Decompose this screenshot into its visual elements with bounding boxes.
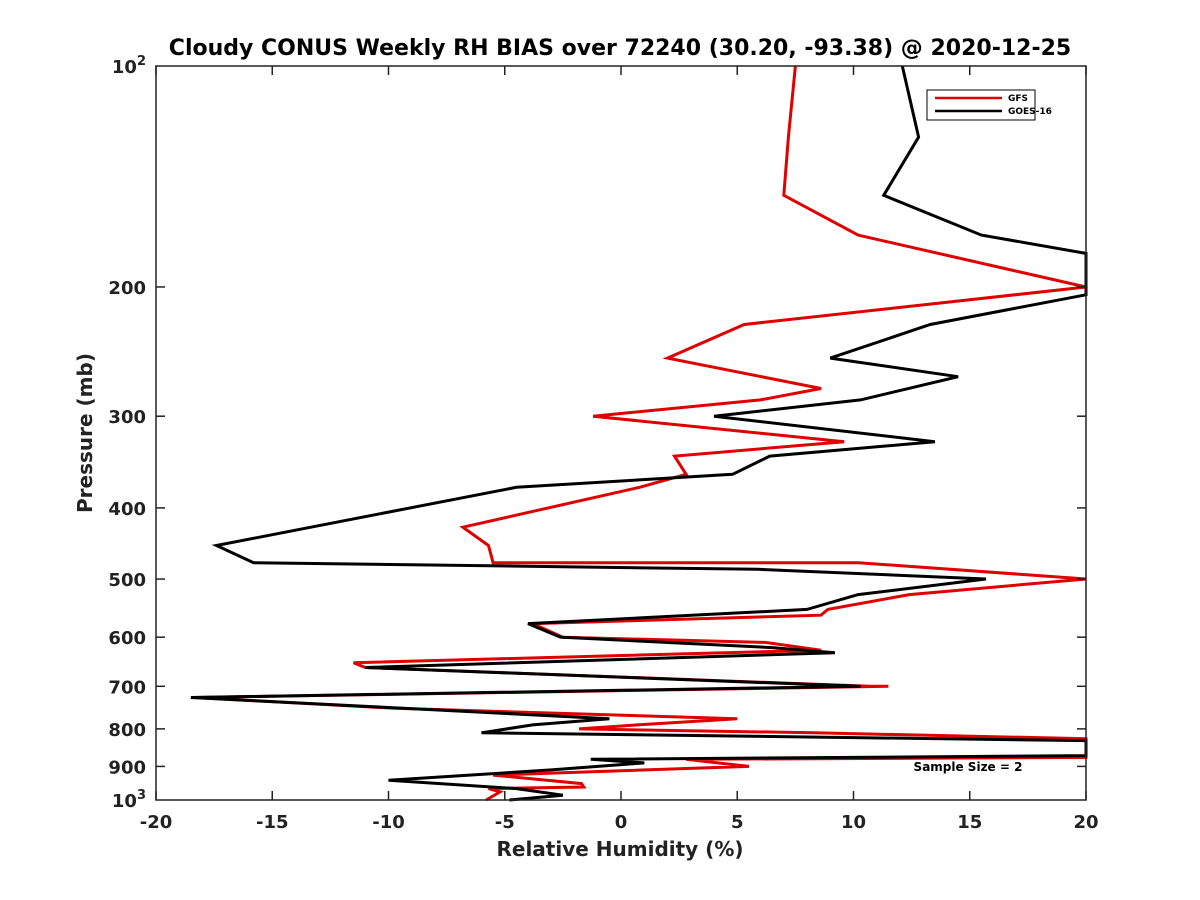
y-tick-label: 300 <box>108 407 146 428</box>
legend-label-goes16: GOES-16 <box>1008 107 1052 117</box>
chart-title: Cloudy CONUS Weekly RH BIAS over 72240 (… <box>169 36 1071 61</box>
y-tick-label: 600 <box>108 628 146 649</box>
y-tick-label: 800 <box>108 720 146 741</box>
x-tick-label: 20 <box>1073 812 1098 833</box>
x-tick-label: 5 <box>731 812 744 833</box>
series-layer <box>190 65 1088 802</box>
x-tick-label: -20 <box>140 812 173 833</box>
x-tick-label: 0 <box>615 812 628 833</box>
x-axis: -20 -15 -10 -5 0 5 10 15 20 <box>140 66 1099 833</box>
x-tick-label: 15 <box>957 812 982 833</box>
x-tick-label: -10 <box>372 812 405 833</box>
x-tick-label: -15 <box>256 812 289 833</box>
x-tick-label: -5 <box>495 812 515 833</box>
y-tick-label: 500 <box>108 570 146 591</box>
y-axis: 200 300 400 500 600 700 800 900 102 103 <box>108 54 1086 812</box>
x-tick-label: 10 <box>841 812 866 833</box>
legend: GFS GOES-16 <box>926 89 1052 121</box>
y-tick-label: 900 <box>108 757 146 778</box>
y-tick-label-power: 103 <box>112 788 146 812</box>
y-tick-label: 200 <box>108 278 146 299</box>
y-tick-label: 400 <box>108 499 146 520</box>
series-line-goes16 <box>190 65 1088 802</box>
y-tick-label: 700 <box>108 677 146 698</box>
sample-size-annotation: Sample Size = 2 <box>914 760 1023 774</box>
y-axis-label: Pressure (mb) <box>73 353 97 513</box>
y-tick-label-power: 102 <box>112 54 146 78</box>
x-axis-label: Relative Humidity (%) <box>496 837 743 861</box>
legend-label-gfs: GFS <box>1008 94 1028 104</box>
legend-box <box>926 89 1036 121</box>
